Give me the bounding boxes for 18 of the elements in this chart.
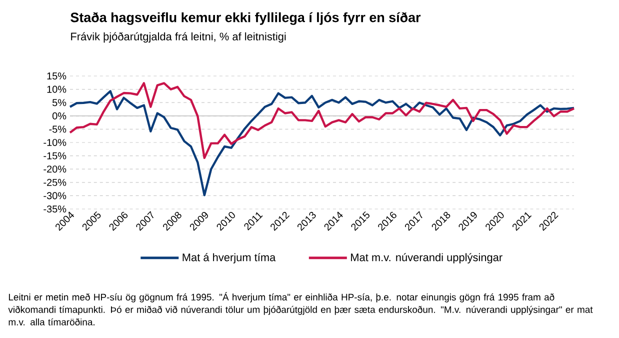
y-tick-label: 5%	[52, 99, 66, 106]
legend-label: Mat á hverjum tíma	[182, 253, 276, 264]
y-tick-label: -30%	[44, 192, 66, 200]
y-tick-label: -20%	[44, 166, 66, 173]
y-tick-label: 10%	[47, 86, 66, 93]
legend-label: Mat m.v. núverandi upplýsingar	[351, 253, 502, 264]
line-series	[68, 90, 576, 196]
y-tick-label: -10%	[44, 138, 66, 146]
y-tick-label: -25%	[44, 178, 66, 186]
chart-title: Staða hagsveiflu kemur ekki fyllilega í ljós fyrr en síðar	[70, 12, 421, 25]
y-tick-label: -15%	[44, 152, 66, 160]
y-tick-label: -35%	[44, 205, 66, 213]
y-tick-label: -5%	[49, 126, 66, 133]
y-tick-label: 0%	[52, 112, 66, 120]
text: Leitni er metin með HP-síu ög gögnum frá 1995. "Á hverjum tíma" er einhliða HP-sía, þ.e. notar einungis gögn frá 1995 fram að viðkomandi tímapunkti. Þó er miðað við núverandi tölur um þjóðarútgjöld en þær sæta endurskoðun. "M.v. núverandi upplýsingar" er mat m.v. alla tímaröðina.	[8, 292, 593, 326]
line-series	[68, 82, 576, 160]
y-tick-label: 15%	[47, 72, 66, 80]
chart-subtitle: Frávik þjóðarútgjalda frá leitni, % af leitnistigi	[71, 32, 286, 43]
